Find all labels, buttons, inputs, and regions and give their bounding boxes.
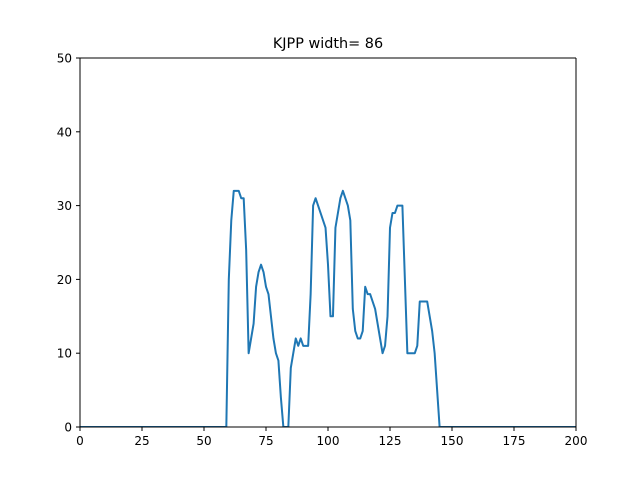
y-tick-label: 30 (57, 199, 72, 213)
x-tick-label: 0 (76, 434, 84, 448)
y-tick-label: 50 (57, 52, 72, 66)
x-tick-label: 75 (258, 434, 273, 448)
y-tick-label: 20 (57, 273, 72, 287)
x-tick-label: 100 (317, 434, 340, 448)
data-series-line (80, 189, 576, 427)
x-tick-label: 50 (196, 434, 211, 448)
y-tick-label: 0 (64, 421, 72, 435)
y-tick-label: 40 (57, 125, 72, 139)
x-tick-label: 200 (565, 434, 588, 448)
plot-area (80, 189, 576, 427)
axes: 0 25 50 75 100 125 150 175 200 0 10 20 30 40 50 (57, 52, 588, 449)
x-tick-label: 150 (441, 434, 464, 448)
x-tick-label: 175 (503, 434, 526, 448)
chart-title: KJPP width= 86 (273, 36, 383, 52)
x-tick-label: 25 (134, 434, 149, 448)
x-tick-label: 125 (379, 434, 402, 448)
y-tick-label: 10 (57, 347, 72, 361)
